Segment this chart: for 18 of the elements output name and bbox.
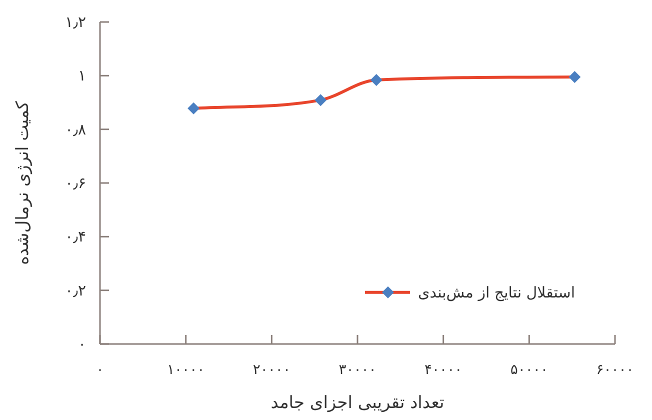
legend: استقلال نتایج از مش‌بندی — [364, 283, 575, 302]
x-tick-label: ۱۰۰۰۰ — [167, 362, 205, 378]
y-tick-label: ۱ — [78, 66, 86, 85]
x-tick-label: ۰ — [96, 362, 104, 378]
x-tick-label: ۵۰۰۰۰ — [510, 362, 548, 378]
x-tick-label: ۲۰۰۰۰ — [252, 362, 290, 378]
y-tick-label: ۰٫۴ — [65, 228, 86, 246]
y-axis-title: کمیت انرژی نرمال‌شده — [13, 100, 33, 265]
y-tick-label: ۰٫۶ — [65, 174, 86, 192]
y-tick-label: ۱٫۲ — [65, 13, 86, 31]
y-tick-label: ۰٫۲ — [65, 281, 86, 300]
x-tick-label: ۶۰۰۰۰ — [596, 362, 634, 378]
legend-label: استقلال نتایج از مش‌بندی — [418, 283, 575, 302]
x-tick-label: ۴۰۰۰۰ — [424, 362, 462, 378]
y-tick-label: ۰ — [78, 335, 86, 353]
x-tick-label: ۳۰۰۰۰ — [338, 362, 376, 378]
x-axis-title: تعداد تقریبی اجزای جامد — [270, 393, 444, 413]
y-tick-label: ۰٫۸ — [65, 120, 86, 138]
